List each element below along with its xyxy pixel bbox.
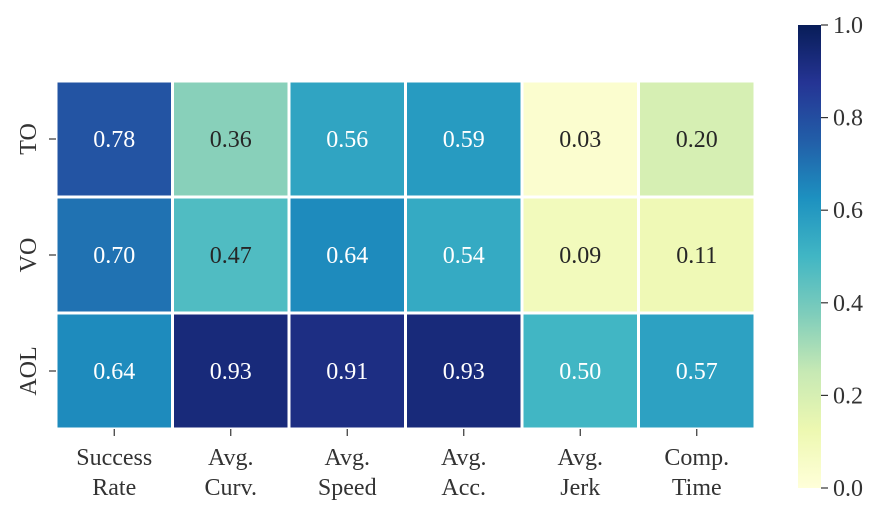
x-tick-label: Acc. [441,475,486,501]
cell-value-label: 0.56 [326,127,368,153]
heatmap-cell [174,198,288,312]
cell-value-label: 0.70 [93,243,135,269]
colorbar-tick-label: 1.0 [833,13,863,39]
cell-value-label: 0.64 [93,359,135,385]
heatmap-cell [407,82,521,196]
colorbar-ticks: 0.0 0.2 0.4 0.6 0.8 1.0 [821,13,863,502]
x-tick-label: Speed [318,475,377,501]
heatmap-cell [523,314,637,428]
x-tick-label: Jerk [560,475,600,501]
heatmap-cell [174,314,288,428]
cell-value-label: 0.93 [443,359,485,385]
colorbar-gradient [798,25,821,488]
x-tick-label: Avg. [441,445,487,471]
heatmap-cell [290,198,404,312]
heatmap-cell [640,198,754,312]
x-axis: Success Rate Avg. Curv. Avg. Speed Avg. Acc. Avg… [76,429,729,501]
cell-value-label: 0.11 [676,243,717,269]
heatmap-cell [57,82,171,196]
heatmap-cell [407,314,521,428]
heatmap-cell [290,314,404,428]
x-tick-label: Avg. [557,445,603,471]
cell-value-label: 0.09 [559,243,601,269]
x-tick-label: Curv. [205,475,257,501]
y-tick-label: TO [16,123,42,155]
colorbar-tick-label: 0.8 [833,106,863,132]
y-axis: TO VO AOL [16,123,56,396]
y-tick-label: VO [16,238,42,273]
heatmap-cell [523,198,637,312]
colorbar-tick-label: 0.4 [833,291,863,317]
colorbar-tick-label: 0.6 [833,198,863,224]
x-tick-label: Avg. [324,445,370,471]
heatmap-cell [640,314,754,428]
heatmap-cell [290,82,404,196]
cell-value-label: 0.57 [676,359,718,385]
cell-value-label: 0.20 [676,127,718,153]
heatmap-cell [523,82,637,196]
colorbar-tick-label: 0.2 [833,383,863,409]
cell-value-label: 0.03 [559,127,601,153]
heatmap-cell [174,82,288,196]
x-tick-label: Comp. [664,445,729,471]
colorbar-tick-label: 0.0 [833,476,863,502]
y-tick-label: AOL [16,346,42,395]
cell-value-label: 0.93 [210,359,252,385]
colorbar: 0.0 0.2 0.4 0.6 0.8 1.0 [798,13,863,502]
heatmap-cells [57,82,754,428]
x-tick-label: Time [672,475,722,501]
cell-value-label: 0.50 [559,359,601,385]
cell-value-label: 0.54 [443,243,485,269]
cell-value-label: 0.47 [210,243,252,269]
cell-value-label: 0.59 [443,127,485,153]
cell-value-label: 0.36 [210,127,252,153]
x-tick-label: Rate [92,475,136,501]
heatmap-cell [640,82,754,196]
heatmap-cell [407,198,521,312]
cell-value-label: 0.91 [326,359,368,385]
cell-value-label: 0.64 [326,243,368,269]
heatmap-cell [57,198,171,312]
cell-value-label: 0.78 [93,127,135,153]
heatmap-value-labels: 0.78 0.36 0.56 0.59 0.03 0.20 0.70 0.47 0.64 0.54… [93,127,718,385]
x-tick-label: Avg. [208,445,254,471]
heatmap-cell [57,314,171,428]
x-tick-label: Success [76,445,152,471]
